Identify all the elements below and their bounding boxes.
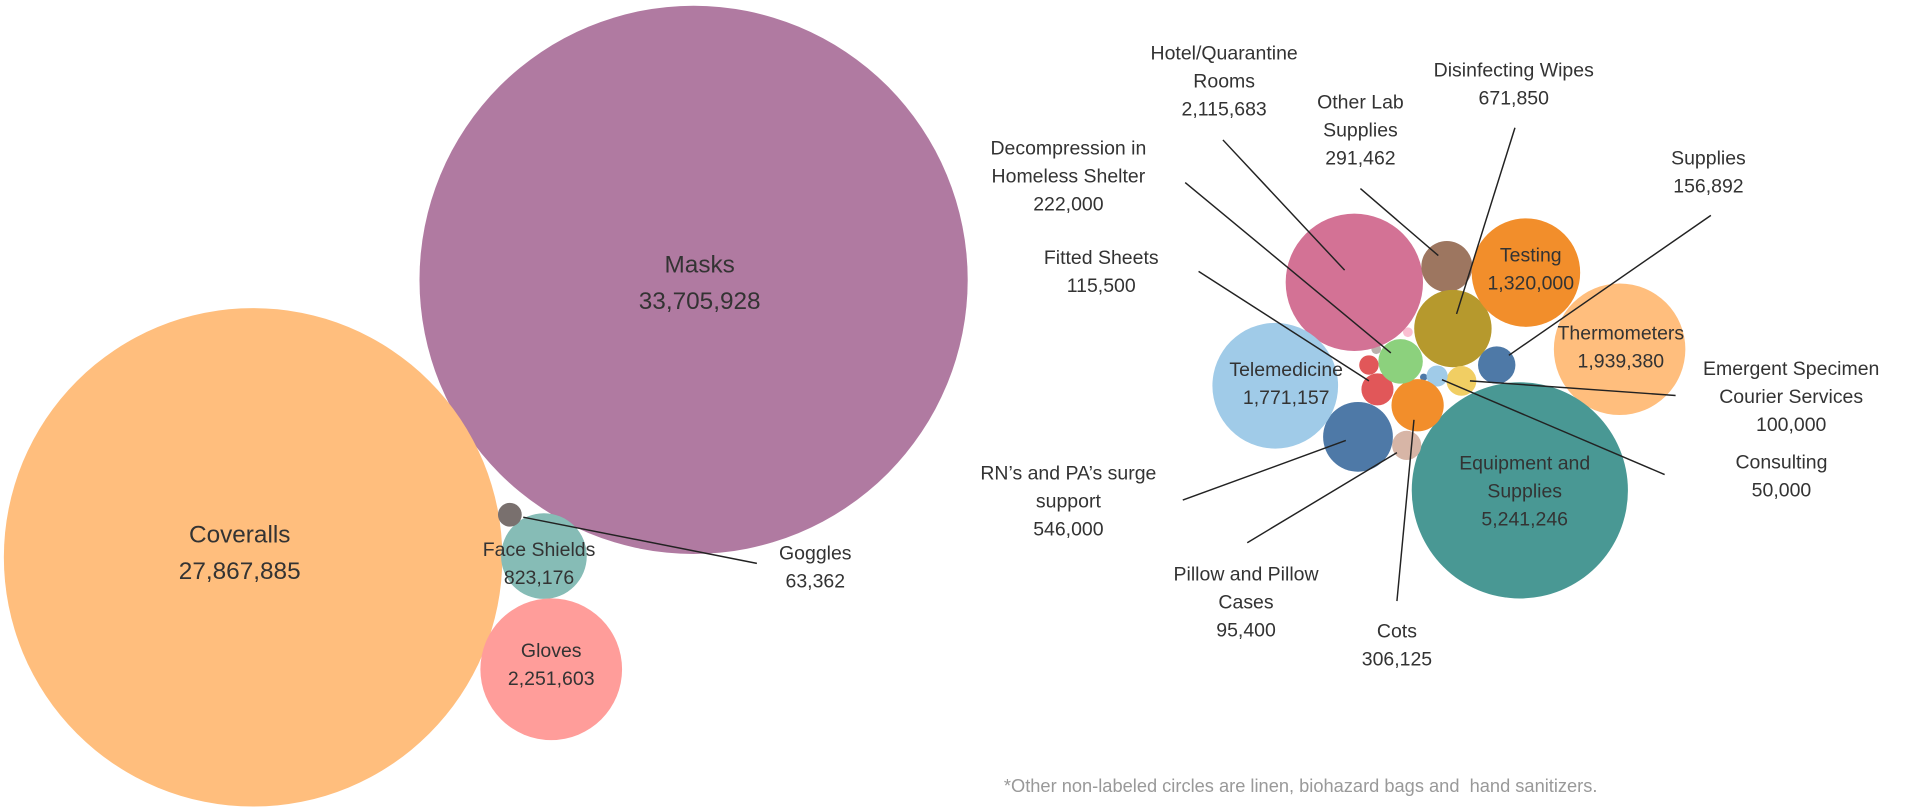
- bubble: [480, 598, 623, 741]
- bubble-label: Other Lab Supplies 291,462: [1300, 88, 1422, 172]
- value-label: 27,867,885: [178, 558, 301, 586]
- value-label: 115,500: [1066, 275, 1136, 297]
- bubble-label: Fitted Sheets 115,500: [1010, 244, 1193, 300]
- bubble-label: Testing 1,320,000: [1458, 242, 1604, 298]
- leader-line: [1184, 181, 1392, 354]
- bubble: [1361, 373, 1394, 406]
- value-label: 2,251,603: [507, 668, 595, 690]
- unlabeled-bubble: [1403, 327, 1413, 338]
- footnote: *Other non-labeled circles are linen, bi…: [1003, 776, 1598, 798]
- bubble: [501, 513, 587, 599]
- leader-line: [1469, 380, 1676, 397]
- category-name: Gloves: [520, 640, 582, 662]
- bubble-label: Consulting 50,000: [1708, 448, 1854, 504]
- bubble: [1421, 240, 1473, 292]
- bubble: [1285, 213, 1424, 351]
- category-name: Testing: [1499, 245, 1562, 266]
- value-label: 33,705,928: [638, 288, 761, 316]
- bubble-label: Thermometers 1,939,380: [1536, 319, 1706, 375]
- category-name: Thermometers: [1557, 323, 1685, 344]
- bubble-label: RN’s and PA’s surge support 546,000: [962, 459, 1175, 543]
- category-name: Hotel/Quarantine Rooms: [1150, 43, 1298, 92]
- category-name: Other Lab Supplies: [1317, 91, 1404, 141]
- unlabeled-bubble: [1359, 355, 1379, 375]
- category-name: Disinfecting Wipes: [1433, 60, 1594, 81]
- bubble-label: Face Shields 823,176: [460, 536, 618, 592]
- bubble: [1414, 289, 1492, 368]
- leader-line: [523, 516, 758, 565]
- category-name: Telemedicine: [1229, 359, 1344, 381]
- bubble: [1478, 346, 1516, 384]
- category-name: Consulting: [1735, 452, 1828, 473]
- category-name: Masks: [664, 251, 735, 279]
- bubble: [1426, 365, 1448, 387]
- category-name: Emergent Specimen Courier Services: [1702, 358, 1880, 408]
- bubble: [1323, 401, 1393, 472]
- leader-line: [1198, 270, 1370, 382]
- value-label: 156,892: [1673, 175, 1744, 197]
- bubble-label: Telemedicine 1,771,157: [1207, 356, 1365, 412]
- value-label: 2,115,683: [1181, 99, 1267, 120]
- bubble: [1392, 430, 1422, 460]
- value-label: 5,241,246: [1481, 509, 1569, 530]
- bubble: [497, 502, 522, 527]
- value-label: 63,362: [785, 571, 846, 592]
- bubble-label: Cots 306,125: [1336, 618, 1458, 674]
- bubble-label: Gloves 2,251,603: [478, 637, 624, 693]
- leader-line: [1222, 139, 1346, 271]
- bubble-label: Masks 33,705,928: [566, 247, 834, 320]
- bubble: [1553, 283, 1686, 415]
- category-name: Supplies: [1671, 147, 1746, 169]
- leader-line: [1455, 127, 1516, 315]
- value-label: 1,771,157: [1242, 387, 1330, 409]
- category-name: RN’s and PA’s surge support: [980, 463, 1157, 512]
- bubble: [1212, 322, 1339, 449]
- leader-line: [1359, 188, 1439, 257]
- leader-line: [1441, 378, 1665, 476]
- value-label: 291,462: [1325, 147, 1396, 169]
- bubble: [1471, 218, 1581, 327]
- leader-line: [1396, 419, 1415, 602]
- category-name: Goggles: [779, 543, 852, 565]
- bubble-label: Decompression in Homeless Shelter 222,000: [977, 134, 1160, 218]
- bubble-label: Hotel/Quarantine Rooms 2,115,683: [1139, 40, 1309, 124]
- bubble-label: Disinfecting Wipes 671,850: [1392, 57, 1635, 113]
- value-label: 50,000: [1751, 480, 1812, 501]
- leader-line: [1246, 452, 1398, 544]
- bubble-label: Pillow and Pillow Cases 95,400: [1155, 560, 1338, 644]
- bubble-label: Coveralls 27,867,885: [106, 517, 374, 590]
- bubble-label: Equipment and Supplies 5,241,246: [1440, 450, 1610, 534]
- category-name: Decompression in Homeless Shelter: [990, 138, 1147, 187]
- value-label: 546,000: [1033, 518, 1104, 540]
- category-name: Fitted Sheets: [1043, 247, 1159, 269]
- unlabeled-bubble: [1420, 373, 1428, 381]
- category-name: Pillow and Pillow Cases: [1173, 564, 1319, 613]
- value-label: 100,000: [1755, 414, 1827, 436]
- bubble: [419, 5, 968, 554]
- value-label: 671,850: [1478, 88, 1549, 109]
- bubble: [1446, 365, 1477, 396]
- value-label: 222,000: [1033, 194, 1104, 215]
- value-label: 95,400: [1216, 619, 1276, 641]
- value-label: 306,125: [1361, 649, 1433, 670]
- category-name: Coveralls: [188, 522, 291, 549]
- bubble: [3, 308, 503, 807]
- category-name: Equipment and Supplies: [1459, 453, 1591, 502]
- category-name: Face Shields: [482, 539, 596, 561]
- bubble-label: Supplies 156,892: [1635, 144, 1781, 200]
- value-label: 1,320,000: [1487, 273, 1575, 294]
- category-name: Cots: [1376, 621, 1417, 642]
- value-label: 1,939,380: [1577, 351, 1665, 372]
- bubble: [1378, 339, 1423, 384]
- leader-line: [1508, 214, 1712, 356]
- bubble-label: Goggles 63,362: [754, 540, 876, 596]
- bubble: [1391, 379, 1444, 432]
- leader-line: [1182, 439, 1347, 501]
- value-label: 823,176: [503, 567, 575, 589]
- bubble-label: Emergent Specimen Courier Services 100,00…: [1691, 355, 1892, 439]
